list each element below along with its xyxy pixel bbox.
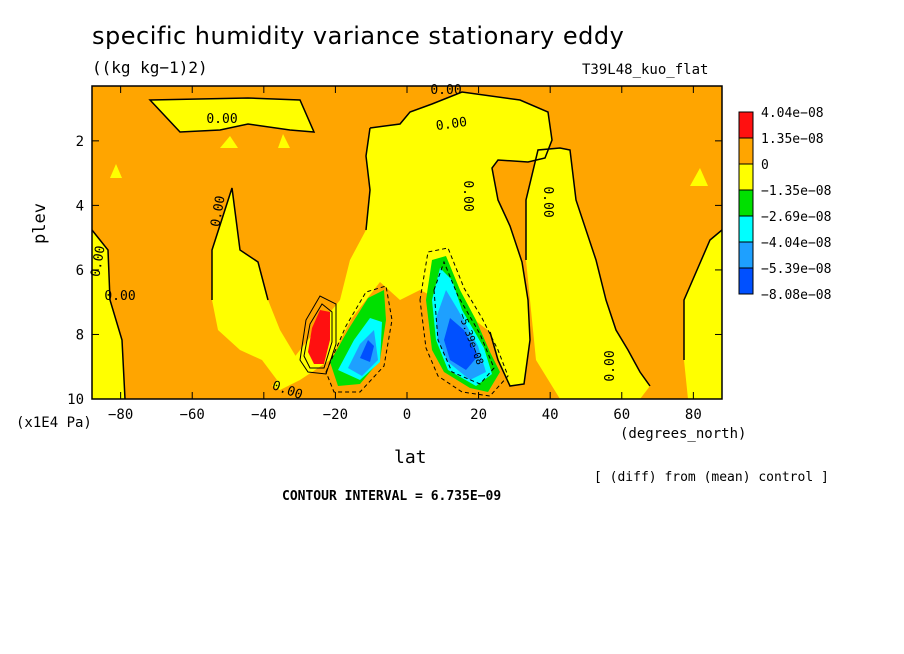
contour-label: 0.00: [88, 245, 108, 278]
y-axis-units: (x1E4 Pa): [16, 415, 92, 431]
field-red-max: [308, 310, 330, 364]
legend-label: −2.69e−08: [761, 210, 831, 225]
legend-label: 0: [761, 158, 769, 173]
legend-swatch: [738, 215, 754, 243]
x-axis-label: lat: [394, 447, 427, 468]
contour-line-west: [92, 229, 126, 399]
x-tick-label: 60: [613, 407, 630, 423]
contour-line-central: [365, 91, 553, 387]
plot-area: [92, 86, 722, 399]
legend-swatch: [738, 267, 754, 295]
chart-units: ((kg kg−1)2): [92, 58, 208, 77]
y-tick-label: 2: [76, 134, 84, 150]
negative-contours: [325, 247, 509, 397]
y-tick-label: 10: [67, 392, 84, 408]
zero-contours: [92, 91, 722, 399]
field-yellow-west: [92, 230, 125, 399]
x-tick-label: 80: [685, 407, 702, 423]
field-blue-south: [360, 340, 374, 362]
x-tick-label: −60: [180, 407, 205, 423]
contour-labels: 0.00 0.000.000.00 0.000.000.000.000.000.00…: [88, 83, 618, 403]
field-yellow-central: [272, 92, 552, 390]
contour-label: 0.00: [603, 350, 618, 381]
legend-swatch: [738, 111, 754, 139]
contour-label: 0.00: [104, 289, 135, 304]
contour-label: 0.00: [206, 112, 237, 127]
y-tick-label: 8: [76, 327, 84, 343]
field-yellow-tri1: [110, 164, 122, 178]
field-yellow-tri3: [278, 134, 290, 148]
contour-label: 0.00: [540, 186, 555, 217]
x-tick-label: −40: [251, 407, 276, 423]
legend-label: −4.04e−08: [761, 236, 831, 251]
field-blue-north: [444, 318, 478, 370]
field-yellow-tri4: [690, 168, 708, 186]
contour-label: 0.00: [430, 83, 461, 98]
y-axis: 2 4 6 8 10: [67, 134, 722, 408]
x-axis: −80 −60 −40 −20 0 20 40 60 80: [108, 86, 702, 423]
legend-swatch: [738, 163, 754, 191]
x-tick-label: −80: [108, 407, 133, 423]
x-tick-label: −20: [323, 407, 348, 423]
contour-label: 0.00: [208, 195, 228, 228]
legend-label: −1.35e−08: [761, 184, 831, 199]
chart-title: specific humidity variance stationary ed…: [92, 22, 625, 50]
field-yellow-tri2: [220, 136, 238, 148]
contour-positive-outer: [299, 295, 337, 375]
y-tick-label: 4: [76, 198, 84, 214]
contour-label: 0.00: [460, 180, 475, 211]
x-tick-label: 20: [470, 407, 487, 423]
run-id-label: T39L48_kuo_flat: [582, 62, 709, 78]
contour-positive-inner: [303, 303, 333, 369]
contour-line-east: [525, 147, 651, 387]
field-yellow-top: [150, 98, 314, 132]
contour-interval: CONTOUR INTERVAL = 6.735E−09: [282, 489, 502, 504]
contour-label: 0.00: [435, 115, 468, 134]
x-tick-label: 0: [403, 407, 411, 423]
contour-line-top: [148, 97, 316, 133]
field-yellow-midwest: [212, 188, 298, 384]
y-tick-label: 6: [76, 263, 84, 279]
dashed-contour-south-1: [325, 285, 393, 393]
legend-label: 4.04e−08: [761, 106, 824, 121]
contour-line-fareast: [683, 229, 722, 360]
color-legend: 4.04e−08 1.35e−08 0 −1.35e−08 −2.69e−08 −4.04…: [738, 106, 831, 303]
contour-line-midwest: [211, 187, 269, 301]
legend-label: 1.35e−08: [761, 132, 824, 147]
legend-label: −5.39e−08: [761, 262, 831, 277]
positive-contours: [299, 295, 337, 375]
x-tick-label: 40: [542, 407, 559, 423]
field-yellow-fareast: [684, 230, 722, 399]
legend-swatch: [738, 189, 754, 217]
dashed-contour-north-1: [419, 247, 509, 397]
dashed-contour-north-2: [433, 260, 495, 385]
legend-swatch: [738, 241, 754, 269]
diff-note: [ (diff) from (mean) control ]: [594, 470, 829, 485]
legend-label: −8.08e−08: [761, 288, 831, 303]
x-axis-units: (degrees_north): [620, 426, 747, 442]
legend-swatch: [738, 137, 754, 165]
